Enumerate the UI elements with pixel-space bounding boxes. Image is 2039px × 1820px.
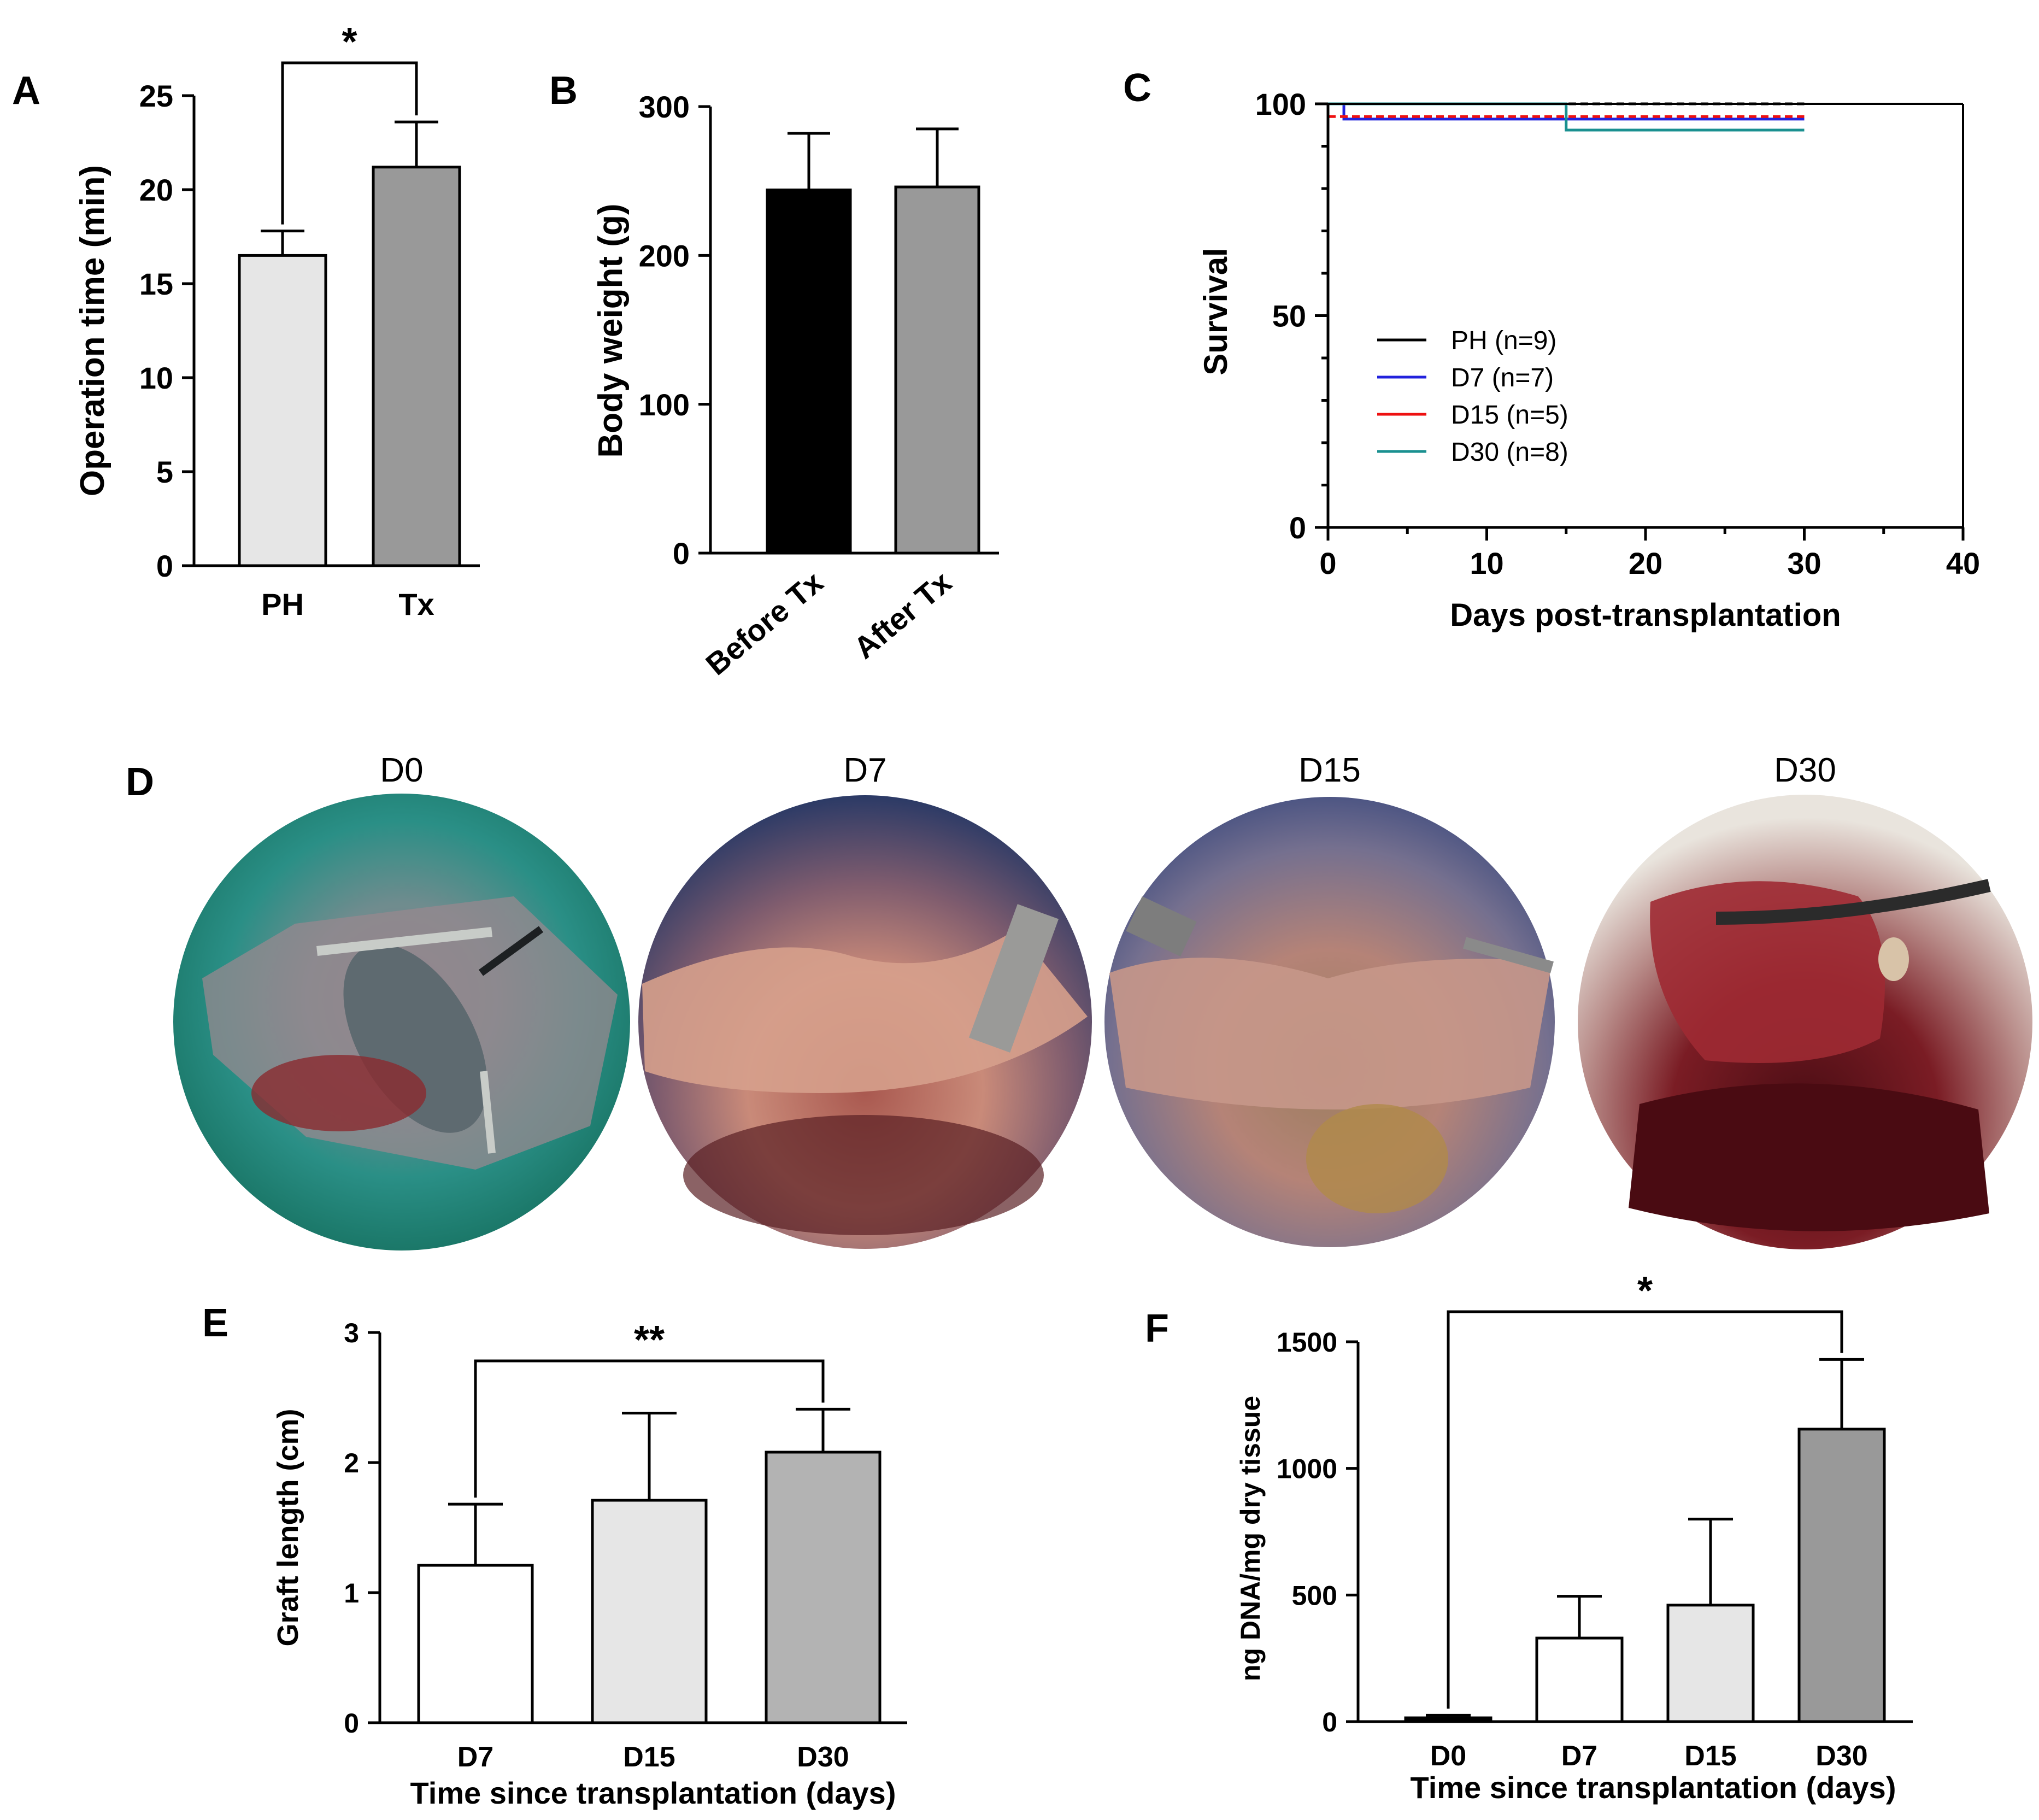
c-ytick-label: 100 (1255, 87, 1306, 121)
e-ytick-label: 0 (344, 1708, 359, 1739)
c-ytick-label: 50 (1272, 299, 1306, 333)
photo-label-d0: D0 (380, 752, 423, 789)
a-ytick-label: 10 (139, 361, 173, 395)
a-significance-label: * (342, 20, 357, 64)
f-bar-d30 (1797, 1428, 1886, 1723)
chart-panel-b: Before Tx After Tx 0 100 200 300 Body weight … (592, 90, 999, 682)
f-significance-bracket (1447, 1310, 1843, 1709)
a-bar-tx (372, 166, 461, 567)
b-xtick-label: After Tx (847, 565, 958, 665)
a-y-axis-label: Operation time (min) (74, 165, 111, 496)
b-ytick-label: 300 (639, 90, 690, 124)
f-bar-d15 (1666, 1604, 1755, 1723)
c-ytick-label: 0 (1289, 510, 1306, 545)
chart-panel-e: D7 D15 D30 0 1 2 3 Graft length (cm) Time sinc… (272, 1318, 907, 1810)
f-significance-label: * (1637, 1269, 1653, 1313)
c-y-axis-label: Survival (1197, 248, 1234, 375)
a-xtick-label: PH (261, 587, 304, 621)
panel-label-e: E (202, 1301, 228, 1345)
f-ytick-label: 1000 (1277, 1454, 1337, 1484)
graft-photo-d7 (638, 795, 1092, 1249)
f-bar-d7 (1535, 1636, 1624, 1723)
f-ytick-label: 500 (1292, 1580, 1337, 1611)
e-bar-d15 (591, 1499, 708, 1724)
c-legend-label: D15 (n=5) (1451, 401, 1568, 430)
graft-photo-d15 (1104, 797, 1555, 1247)
b-ytick-label: 0 (673, 536, 690, 571)
f-x-axis-label: Time since transplantation (days) (1411, 1770, 1896, 1805)
e-y-axis-label: Graft length (cm) (272, 1408, 304, 1646)
panel-label-b: B (549, 69, 578, 113)
panel-label-a: A (12, 69, 40, 113)
e-xtick-label: D15 (623, 1741, 675, 1773)
e-ytick-label: 3 (344, 1318, 359, 1348)
b-ytick-label: 200 (639, 238, 690, 273)
e-ytick-label: 1 (344, 1578, 359, 1608)
f-xtick-label: D0 (1430, 1740, 1466, 1772)
b-bar-after-tx (894, 185, 980, 555)
panel-label-d: D (126, 760, 154, 804)
f-ytick-label: 1500 (1277, 1327, 1337, 1358)
f-xtick-label: D7 (1561, 1740, 1597, 1772)
chart-panel-c: 0 50 100 0 10 20 30 40 Survival Days post-trans… (1197, 87, 1980, 633)
b-xtick-label: Before Tx (699, 565, 829, 682)
c-legend-label: D7 (n=7) (1451, 363, 1554, 392)
photo-label-d7: D7 (843, 752, 886, 789)
chart-panel-f: D0 D7 D15 D30 0 500 1000 1500 ng DNA/mg dry tis… (1235, 1269, 1913, 1805)
photo-panel-d: D0 D7 D15 D30 (173, 752, 2032, 1250)
b-bar-before-tx (766, 189, 852, 555)
a-ytick-label: 20 (139, 173, 173, 207)
e-significance-label: ** (634, 1318, 665, 1362)
e-x-axis-label: Time since transplantation (days) (410, 1776, 896, 1810)
f-ytick-label: 0 (1322, 1707, 1337, 1737)
f-xtick-label: D15 (1684, 1740, 1736, 1772)
a-ytick-label: 5 (156, 455, 173, 489)
a-ytick-label: 25 (139, 79, 173, 113)
c-xtick-label: 0 (1319, 546, 1336, 580)
c-legend-label: D30 (n=8) (1451, 438, 1568, 467)
c-legend: PH (n=9) D7 (n=7) D15 (n=5) D30 (n=8) (1377, 326, 1568, 467)
e-bar-d7 (417, 1564, 534, 1724)
panel-label-f: F (1145, 1307, 1169, 1351)
photo-label-d30: D30 (1774, 752, 1836, 789)
c-series-line-d30 (1328, 102, 1805, 132)
e-xtick-label: D30 (797, 1741, 849, 1773)
f-xtick-label: D30 (1815, 1740, 1867, 1772)
c-legend-label: PH (n=9) (1451, 326, 1556, 355)
chart-panel-a: PH Tx 0 5 10 15 20 25 Operation time (min) * (74, 20, 480, 621)
a-xtick-label: Tx (398, 587, 434, 621)
e-bar-d30 (765, 1451, 882, 1724)
surgery-photo-d0 (173, 794, 630, 1250)
b-ytick-label: 100 (639, 388, 690, 422)
graft-photo-d30 (1578, 795, 2032, 1249)
e-significance-bracket (474, 1359, 825, 1498)
photo-label-d15: D15 (1298, 752, 1361, 789)
c-xtick-label: 30 (1787, 546, 1821, 580)
c-x-axis-label: Days post-transplantation (1450, 597, 1841, 633)
a-significance-bracket (281, 61, 418, 225)
c-xtick-label: 10 (1470, 546, 1503, 580)
panel-label-c: C (1123, 66, 1151, 110)
f-y-axis-label: ng DNA/mg dry tissue (1235, 1396, 1266, 1681)
c-xtick-label: 20 (1629, 546, 1662, 580)
e-ytick-label: 2 (344, 1448, 359, 1478)
a-bar-ph (238, 254, 327, 567)
a-ytick-label: 15 (139, 267, 173, 301)
e-xtick-label: D7 (457, 1741, 493, 1773)
c-xtick-label: 40 (1946, 546, 1980, 580)
a-ytick-label: 0 (156, 549, 173, 583)
b-y-axis-label: Body weight (g) (592, 204, 630, 458)
